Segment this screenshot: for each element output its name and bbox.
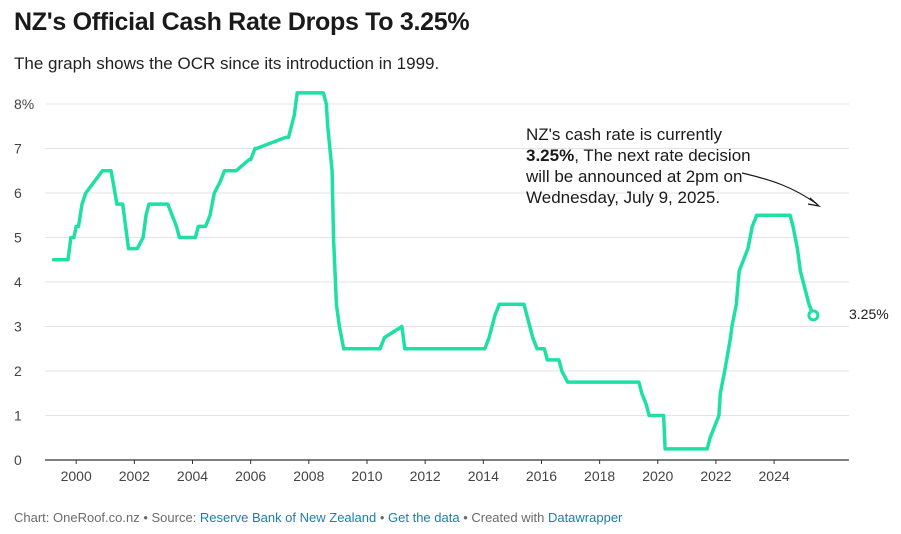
chart-footer: Chart: OneRoof.co.nz • Source: Reserve B… [14, 510, 622, 525]
source-link[interactable]: Reserve Bank of New Zealand [199, 510, 377, 525]
x-tick-label: 2000 [61, 468, 92, 484]
ocr-series-line [51, 91, 816, 451]
annotation-text: NZ's cash rate is currently 3.25%, The n… [526, 124, 756, 208]
x-tick-label: 2024 [759, 468, 790, 484]
x-tick-label: 2010 [351, 468, 382, 484]
x-tick-label: 2008 [293, 468, 324, 484]
x-tick-label: 2006 [235, 468, 266, 484]
ocr-series [51, 91, 820, 451]
y-tick-label: 2 [14, 363, 22, 379]
annotation-text-before: NZ's cash rate is currently [526, 125, 722, 144]
chart-title: NZ's Official Cash Rate Drops To 3.25% [14, 8, 470, 36]
y-tick-label: 1 [14, 408, 22, 424]
y-tick-label: 7 [14, 141, 22, 157]
x-tick-label: 2020 [642, 468, 673, 484]
x-tick-label: 2004 [177, 468, 208, 484]
x-axis-labels: 2000 2002 2004 2006 2008 2010 2012 2014 2016 2018… [61, 460, 790, 484]
y-tick-label: 0 [14, 452, 22, 468]
footer-prefix: Chart: OneRoof.co.nz • Source: [14, 510, 200, 525]
y-tick-label: 5 [14, 230, 22, 246]
chart-subtitle: The graph shows the OCR since its introd… [14, 54, 440, 73]
ocr-last-point [807, 309, 820, 322]
x-tick-label: 2022 [700, 468, 731, 484]
x-tick-label: 2012 [410, 468, 441, 484]
annotation-text-bold: 3.25% [526, 146, 575, 165]
end-value-label: 3.25% [849, 306, 889, 322]
annotation-arrowhead [807, 197, 821, 207]
x-tick-label: 2014 [468, 468, 499, 484]
get-data-link[interactable]: Get the data [388, 510, 460, 525]
y-tick-label: 3 [14, 319, 22, 335]
y-axis-labels: 0 1 2 3 4 5 6 7 8% [14, 96, 34, 468]
y-tick-label: 8% [14, 96, 34, 112]
annotation-text-after: , The next rate decision will be announc… [526, 146, 751, 207]
y-tick-label: 4 [14, 274, 22, 290]
footer-sep-2: • Created with [459, 510, 548, 525]
x-tick-label: 2002 [119, 468, 150, 484]
footer-sep-1: • [376, 510, 389, 525]
annotation-arrow [741, 172, 818, 205]
y-tick-label: 6 [14, 185, 22, 201]
datawrapper-link[interactable]: Datawrapper [547, 510, 623, 525]
x-tick-label: 2018 [584, 468, 615, 484]
x-tick-label: 2016 [526, 468, 557, 484]
